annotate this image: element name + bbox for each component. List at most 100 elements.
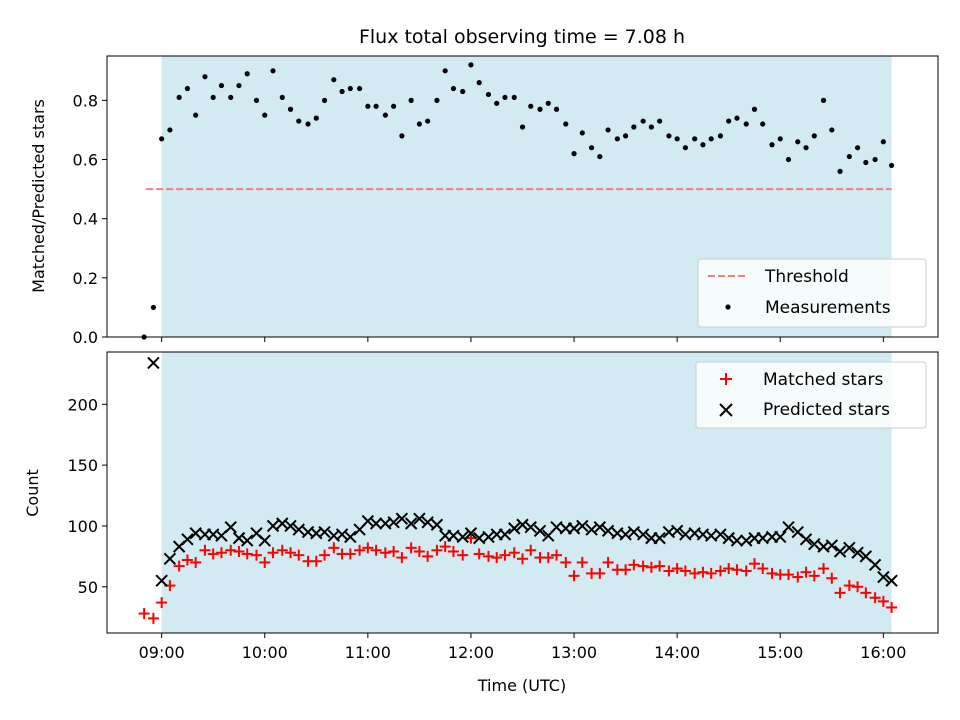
predicted-point <box>318 525 331 539</box>
matched-point <box>852 581 864 593</box>
measurement-point <box>571 151 577 157</box>
top-y-axis-label: Matched/Predicted stars <box>29 99 48 293</box>
measurement-point <box>588 145 595 151</box>
bottom-panel: 50 100 150 200 09:00 10:00 11:00 12:00 13:00 14:… <box>23 351 939 695</box>
predicted-point <box>155 574 168 587</box>
measurement-point <box>597 153 603 160</box>
x-tick-label: 14:00 <box>654 643 700 662</box>
measurement-point <box>743 121 749 127</box>
matched-point <box>757 563 769 575</box>
y-tick-label: 100 <box>67 517 98 536</box>
predicted-point <box>782 520 795 534</box>
measurement-point <box>494 100 500 106</box>
matched-point <box>834 587 846 599</box>
matched-point <box>447 545 459 557</box>
measurement-point <box>176 94 182 101</box>
predicted-point <box>825 539 839 552</box>
matched-point <box>422 550 434 562</box>
matched-point <box>344 548 356 560</box>
matched-point <box>663 565 675 577</box>
measurement-point <box>434 97 440 103</box>
matched-point <box>620 564 632 576</box>
matched-point <box>499 549 511 561</box>
matched-point <box>576 556 588 568</box>
measurement-point <box>321 97 328 103</box>
x-tick-label: 10:00 <box>242 643 288 662</box>
y-tick-label: 0.0 <box>73 328 98 347</box>
measurement-point <box>150 304 156 311</box>
predicted-point <box>361 514 375 528</box>
predicted-point <box>799 533 813 546</box>
measurement-point <box>331 77 337 83</box>
matched-point <box>628 559 640 571</box>
matched-point <box>637 560 649 572</box>
matched-point <box>259 556 271 568</box>
threshold-legend-label: Threshold <box>764 267 849 287</box>
matched-point <box>654 560 666 572</box>
measurement-point <box>777 136 783 142</box>
matched-point <box>697 566 709 578</box>
matched-point <box>679 565 691 577</box>
measurement-point <box>820 97 827 103</box>
matched-point <box>233 545 245 557</box>
measurement-point <box>296 118 302 124</box>
matched-point <box>156 597 168 609</box>
matched-point <box>328 542 340 554</box>
measurement-point <box>785 156 792 163</box>
matched-point <box>800 566 812 578</box>
measurement-point <box>450 85 457 92</box>
measurement-point <box>442 68 448 74</box>
measurement-point <box>210 94 216 101</box>
measurement-point <box>244 71 250 77</box>
matched-point <box>225 544 237 556</box>
matched-point <box>808 570 820 582</box>
measurement-point <box>563 121 569 127</box>
matched-point <box>482 550 494 562</box>
predicted-point <box>851 546 864 559</box>
matched-point <box>147 612 159 624</box>
y-tick-label: 50 <box>78 578 98 597</box>
predicted-point <box>464 527 478 540</box>
matched-point <box>508 547 520 559</box>
measurement-point <box>476 80 482 86</box>
predicted-point <box>284 519 297 533</box>
predicted-point <box>533 524 547 538</box>
matched-point <box>370 544 382 556</box>
predicted-point <box>163 552 177 566</box>
measurement-point <box>408 97 414 103</box>
y-tick-label: 0.6 <box>73 151 98 170</box>
matched-point <box>267 547 279 559</box>
measurement-point <box>373 103 379 109</box>
predicted-point <box>456 530 469 544</box>
measurement-point <box>253 97 260 103</box>
top-plot-frame <box>106 55 939 338</box>
predicted-point <box>404 517 418 530</box>
matched-point <box>731 564 743 576</box>
matched-point <box>405 542 417 554</box>
measurement-point <box>640 118 646 124</box>
predicted-point <box>369 517 383 530</box>
predicted-point <box>276 517 289 530</box>
measurement-point <box>717 133 724 139</box>
x-tick-label: 11:00 <box>345 643 391 662</box>
predicted-point <box>147 356 160 370</box>
matched-point <box>319 549 331 561</box>
matched-point <box>517 553 528 565</box>
measurement-point <box>631 124 637 130</box>
measurement-point <box>382 112 388 118</box>
matched-points <box>138 532 898 624</box>
matched-point <box>250 549 262 561</box>
measurement-point <box>682 145 689 151</box>
measurement-point <box>708 136 714 142</box>
measurement-point <box>365 103 371 109</box>
measurement-point <box>734 115 740 121</box>
predicted-point <box>232 531 246 545</box>
measurement-point <box>674 136 680 142</box>
predicted-point <box>885 574 898 587</box>
matched-point <box>766 567 778 579</box>
measurement-point <box>605 127 611 133</box>
top-y-ticks: 0.0 0.2 0.4 0.6 0.8 <box>73 91 107 347</box>
x-axis-label: Time (UTC) <box>477 676 566 695</box>
measurement-point <box>648 124 654 130</box>
